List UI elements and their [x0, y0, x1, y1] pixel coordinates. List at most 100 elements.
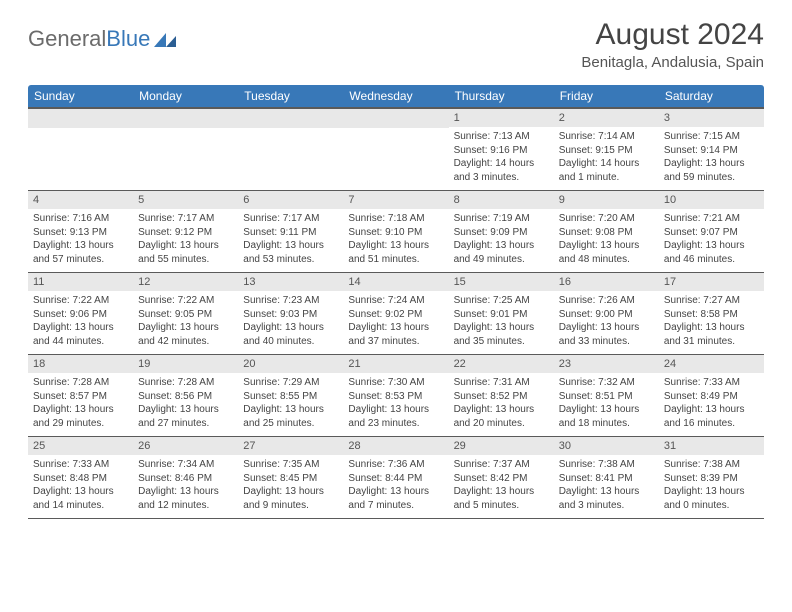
daylight-text: Daylight: 13 hours and 23 minutes. [348, 403, 443, 430]
sunset-text: Sunset: 8:39 PM [664, 472, 759, 486]
day-cell: 15Sunrise: 7:25 AMSunset: 9:01 PMDayligh… [449, 273, 554, 355]
daylight-text: Daylight: 13 hours and 18 minutes. [559, 403, 654, 430]
day-number [133, 109, 238, 128]
day-details: Sunrise: 7:36 AMSunset: 8:44 PMDaylight:… [343, 455, 448, 518]
day-details: Sunrise: 7:31 AMSunset: 8:52 PMDaylight:… [449, 373, 554, 436]
daylight-text: Daylight: 13 hours and 14 minutes. [33, 485, 128, 512]
daylight-text: Daylight: 13 hours and 27 minutes. [138, 403, 233, 430]
day-details: Sunrise: 7:33 AMSunset: 8:49 PMDaylight:… [659, 373, 764, 436]
day-number: 11 [28, 273, 133, 291]
daylight-text: Daylight: 13 hours and 35 minutes. [454, 321, 549, 348]
day-cell: 30Sunrise: 7:38 AMSunset: 8:41 PMDayligh… [554, 437, 659, 519]
weekday-header: Wednesday [343, 85, 448, 108]
day-number: 18 [28, 355, 133, 373]
day-cell: 19Sunrise: 7:28 AMSunset: 8:56 PMDayligh… [133, 355, 238, 437]
sunrise-text: Sunrise: 7:17 AM [138, 212, 233, 226]
sunset-text: Sunset: 9:02 PM [348, 308, 443, 322]
page-header: GeneralBlue August 2024 Benitagla, Andal… [28, 18, 764, 71]
daylight-text: Daylight: 13 hours and 55 minutes. [138, 239, 233, 266]
day-number: 13 [238, 273, 343, 291]
sunset-text: Sunset: 9:11 PM [243, 226, 338, 240]
calendar-row: 25Sunrise: 7:33 AMSunset: 8:48 PMDayligh… [28, 437, 764, 519]
day-number: 10 [659, 191, 764, 209]
weekday-header: Thursday [449, 85, 554, 108]
day-details [238, 128, 343, 183]
day-number: 24 [659, 355, 764, 373]
sunrise-text: Sunrise: 7:16 AM [33, 212, 128, 226]
daylight-text: Daylight: 13 hours and 51 minutes. [348, 239, 443, 266]
day-details: Sunrise: 7:37 AMSunset: 8:42 PMDaylight:… [449, 455, 554, 518]
day-cell: 23Sunrise: 7:32 AMSunset: 8:51 PMDayligh… [554, 355, 659, 437]
calendar-row: 18Sunrise: 7:28 AMSunset: 8:57 PMDayligh… [28, 355, 764, 437]
sunset-text: Sunset: 8:41 PM [559, 472, 654, 486]
daylight-text: Daylight: 14 hours and 1 minute. [559, 157, 654, 184]
sunset-text: Sunset: 8:44 PM [348, 472, 443, 486]
sunrise-text: Sunrise: 7:36 AM [348, 458, 443, 472]
day-cell: 22Sunrise: 7:31 AMSunset: 8:52 PMDayligh… [449, 355, 554, 437]
daylight-text: Daylight: 13 hours and 40 minutes. [243, 321, 338, 348]
day-number: 17 [659, 273, 764, 291]
sunrise-text: Sunrise: 7:35 AM [243, 458, 338, 472]
day-number: 23 [554, 355, 659, 373]
day-cell: 6Sunrise: 7:17 AMSunset: 9:11 PMDaylight… [238, 191, 343, 273]
day-number [28, 109, 133, 128]
sunrise-text: Sunrise: 7:31 AM [454, 376, 549, 390]
day-details: Sunrise: 7:28 AMSunset: 8:56 PMDaylight:… [133, 373, 238, 436]
sunset-text: Sunset: 8:42 PM [454, 472, 549, 486]
brand-text: GeneralBlue [28, 26, 150, 52]
day-number: 14 [343, 273, 448, 291]
day-details: Sunrise: 7:19 AMSunset: 9:09 PMDaylight:… [449, 209, 554, 272]
brand-text-gray: General [28, 26, 106, 51]
day-details [133, 128, 238, 183]
weekday-header: Sunday [28, 85, 133, 108]
day-cell: 29Sunrise: 7:37 AMSunset: 8:42 PMDayligh… [449, 437, 554, 519]
sunset-text: Sunset: 8:48 PM [33, 472, 128, 486]
day-details: Sunrise: 7:33 AMSunset: 8:48 PMDaylight:… [28, 455, 133, 518]
calendar-row: 4Sunrise: 7:16 AMSunset: 9:13 PMDaylight… [28, 191, 764, 273]
day-number: 21 [343, 355, 448, 373]
sunset-text: Sunset: 8:46 PM [138, 472, 233, 486]
day-number: 6 [238, 191, 343, 209]
day-details: Sunrise: 7:15 AMSunset: 9:14 PMDaylight:… [659, 127, 764, 190]
sunset-text: Sunset: 9:12 PM [138, 226, 233, 240]
sunrise-text: Sunrise: 7:17 AM [243, 212, 338, 226]
sunset-text: Sunset: 9:07 PM [664, 226, 759, 240]
calendar-head: SundayMondayTuesdayWednesdayThursdayFrid… [28, 85, 764, 108]
day-cell: 2Sunrise: 7:14 AMSunset: 9:15 PMDaylight… [554, 108, 659, 191]
day-details: Sunrise: 7:23 AMSunset: 9:03 PMDaylight:… [238, 291, 343, 354]
daylight-text: Daylight: 13 hours and 20 minutes. [454, 403, 549, 430]
sunset-text: Sunset: 9:10 PM [348, 226, 443, 240]
sunset-text: Sunset: 8:45 PM [243, 472, 338, 486]
brand-text-blue: Blue [106, 26, 150, 51]
daylight-text: Daylight: 13 hours and 25 minutes. [243, 403, 338, 430]
day-details: Sunrise: 7:18 AMSunset: 9:10 PMDaylight:… [343, 209, 448, 272]
day-cell: 12Sunrise: 7:22 AMSunset: 9:05 PMDayligh… [133, 273, 238, 355]
sunset-text: Sunset: 9:06 PM [33, 308, 128, 322]
sunrise-text: Sunrise: 7:20 AM [559, 212, 654, 226]
daylight-text: Daylight: 13 hours and 33 minutes. [559, 321, 654, 348]
daylight-text: Daylight: 13 hours and 44 minutes. [33, 321, 128, 348]
day-number: 15 [449, 273, 554, 291]
day-details: Sunrise: 7:26 AMSunset: 9:00 PMDaylight:… [554, 291, 659, 354]
day-number: 19 [133, 355, 238, 373]
brand-logo: GeneralBlue [28, 18, 176, 52]
daylight-text: Daylight: 13 hours and 9 minutes. [243, 485, 338, 512]
sunrise-text: Sunrise: 7:38 AM [559, 458, 654, 472]
day-cell: 26Sunrise: 7:34 AMSunset: 8:46 PMDayligh… [133, 437, 238, 519]
day-details: Sunrise: 7:38 AMSunset: 8:41 PMDaylight:… [554, 455, 659, 518]
day-details: Sunrise: 7:27 AMSunset: 8:58 PMDaylight:… [659, 291, 764, 354]
day-cell: 5Sunrise: 7:17 AMSunset: 9:12 PMDaylight… [133, 191, 238, 273]
day-details: Sunrise: 7:22 AMSunset: 9:05 PMDaylight:… [133, 291, 238, 354]
sunset-text: Sunset: 9:16 PM [454, 144, 549, 158]
daylight-text: Daylight: 13 hours and 57 minutes. [33, 239, 128, 266]
daylight-text: Daylight: 13 hours and 31 minutes. [664, 321, 759, 348]
day-details: Sunrise: 7:20 AMSunset: 9:08 PMDaylight:… [554, 209, 659, 272]
sunset-text: Sunset: 9:01 PM [454, 308, 549, 322]
day-cell: 4Sunrise: 7:16 AMSunset: 9:13 PMDaylight… [28, 191, 133, 273]
sunset-text: Sunset: 8:57 PM [33, 390, 128, 404]
day-number: 27 [238, 437, 343, 455]
sunset-text: Sunset: 8:58 PM [664, 308, 759, 322]
sunrise-text: Sunrise: 7:19 AM [454, 212, 549, 226]
sunset-text: Sunset: 8:49 PM [664, 390, 759, 404]
day-number: 25 [28, 437, 133, 455]
